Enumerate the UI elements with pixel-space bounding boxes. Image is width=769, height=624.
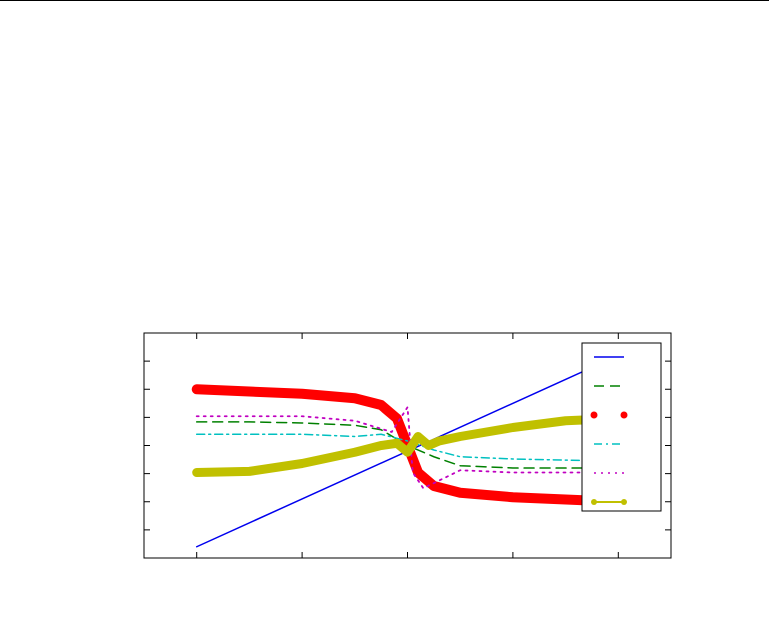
top-border-line (0, 0, 769, 1)
series-6-point-1 (245, 467, 254, 476)
series-3-point-0 (192, 385, 201, 394)
series-3-point-3 (350, 394, 359, 403)
series-6-point-8 (424, 441, 433, 450)
legend (581, 342, 662, 512)
series-6-point-10 (456, 432, 465, 441)
series-6-point-2 (298, 459, 307, 468)
series-3-point-9 (456, 488, 465, 497)
series-3-point-10 (508, 493, 517, 502)
series-6-point-3 (350, 448, 359, 457)
series-3-point-2 (298, 389, 307, 398)
series-6-point-0 (192, 468, 201, 477)
series-3-point-11 (561, 495, 570, 504)
legend-sample-6-a (591, 499, 597, 505)
series-3-point-4 (377, 401, 386, 409)
series-3-point-1 (245, 387, 254, 396)
series-6-point-6 (403, 448, 412, 457)
axis-ticks (144, 332, 671, 558)
series-6-point-4 (377, 441, 386, 450)
series-3-point-8 (429, 482, 438, 490)
legend-sample-3-b (620, 411, 628, 419)
series-6-point-7 (414, 432, 423, 441)
legend-sample-6-b (621, 499, 627, 505)
series-layer (191, 354, 624, 548)
legend-box (581, 342, 662, 512)
series-3-point-7 (414, 468, 423, 477)
series-6-point-9 (435, 437, 444, 445)
series-6-point-5 (392, 439, 401, 448)
legend-sample-3-a (590, 411, 598, 419)
series-6-point-12 (561, 416, 570, 425)
series-line-5 (195, 406, 620, 490)
series-6-point-11 (508, 423, 517, 432)
series-line-6 (192, 414, 623, 477)
